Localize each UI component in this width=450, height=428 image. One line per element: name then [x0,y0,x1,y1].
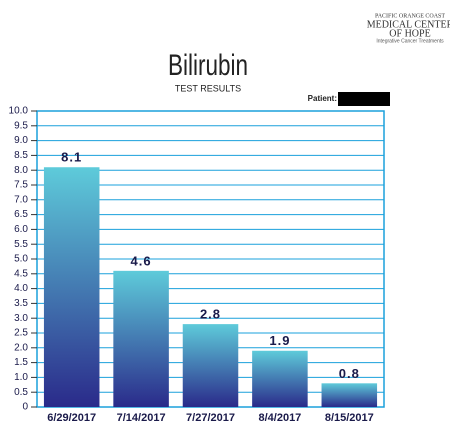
x-tick-label: 6/29/2017 [47,412,96,424]
y-tick-label: 7.0 [14,194,28,205]
x-tick-label: 7/14/2017 [117,412,166,424]
y-tick-label: 4.0 [14,283,28,294]
y-tick-label: 2.0 [14,342,28,353]
x-tick-label: 7/27/2017 [186,412,235,424]
value-label: 0.8 [339,366,360,381]
chart-subtitle: TEST RESULTS [175,83,241,93]
logo-line: PACIFIC ORANGE COAST [375,13,445,19]
logo-line: OF HOPE [389,28,430,39]
value-label: 2.8 [200,307,221,322]
bar [252,350,308,407]
y-tick-label: 9.0 [14,135,28,146]
bar [182,324,239,407]
y-tick-label: 10.0 [9,106,29,117]
y-tick-label: 0 [22,402,28,413]
y-tick-label: 3.0 [14,313,28,324]
redacted-name [338,92,390,106]
y-tick-label: 1.0 [14,372,28,383]
logo-line: MEDICAL CENTER [367,19,450,30]
y-tick-label: 6.5 [14,209,28,220]
y-tick-label: 3.5 [14,298,28,309]
y-tick-label: 5.0 [14,254,28,265]
bar [321,383,378,407]
y-tick-label: 1.5 [14,357,28,368]
x-tick-label: 8/4/2017 [258,412,301,424]
y-tick-label: 7.5 [14,180,28,191]
value-label: 1.9 [269,333,290,348]
bar [113,270,169,407]
x-tick-label: 8/15/2017 [325,412,374,424]
y-tick-label: 6.0 [14,224,28,235]
value-label: 4.6 [131,253,152,268]
y-tick-label: 2.5 [14,328,28,339]
y-tick-label: 5.5 [14,239,28,250]
y-tick-label: 8.5 [14,150,28,161]
chart-title: Bilirubin [168,48,248,82]
y-tick-label: 0.5 [14,387,28,398]
y-tick-label: 8.0 [14,165,28,176]
y-tick-label: 4.5 [14,268,28,279]
logo-line: Integrative Cancer Treatments [376,38,444,44]
bar [43,167,100,407]
value-label: 8.1 [61,150,82,165]
y-tick-label: 9.5 [14,120,28,131]
patient-label: Patient: [308,94,337,103]
